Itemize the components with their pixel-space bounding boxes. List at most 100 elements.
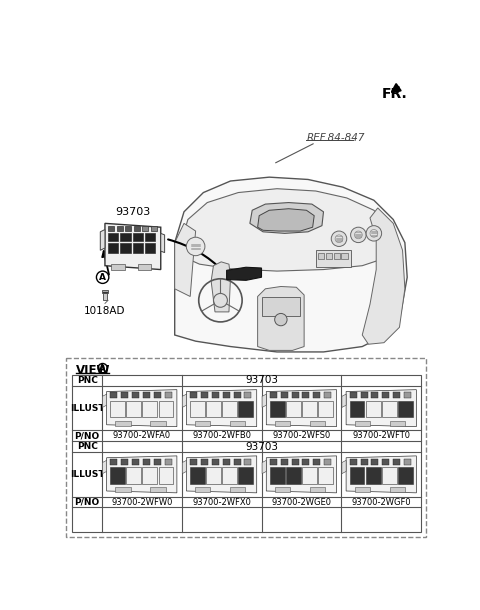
Bar bbox=[126, 467, 141, 484]
Bar bbox=[316, 250, 350, 267]
Polygon shape bbox=[250, 203, 324, 234]
Polygon shape bbox=[227, 267, 262, 281]
Bar bbox=[143, 401, 157, 417]
Bar bbox=[190, 459, 197, 465]
Text: 93700-2WGE0: 93700-2WGE0 bbox=[271, 498, 331, 506]
Circle shape bbox=[275, 314, 287, 326]
Bar bbox=[133, 243, 143, 253]
Polygon shape bbox=[180, 188, 393, 271]
Bar bbox=[133, 226, 140, 231]
Circle shape bbox=[366, 226, 382, 241]
Polygon shape bbox=[258, 287, 304, 350]
Bar bbox=[313, 459, 320, 465]
Text: 1018AD: 1018AD bbox=[84, 306, 126, 316]
Bar bbox=[372, 392, 378, 398]
Bar bbox=[230, 421, 245, 426]
Bar bbox=[102, 290, 108, 293]
Bar bbox=[154, 392, 161, 398]
Bar bbox=[324, 392, 331, 398]
Polygon shape bbox=[342, 394, 346, 407]
Bar bbox=[324, 459, 331, 465]
Text: 93703: 93703 bbox=[245, 442, 278, 451]
Bar bbox=[239, 401, 253, 417]
Bar bbox=[154, 459, 161, 465]
Text: PNC: PNC bbox=[77, 442, 97, 451]
Bar bbox=[145, 234, 156, 241]
Bar bbox=[341, 253, 348, 259]
Bar bbox=[390, 421, 405, 426]
Bar bbox=[143, 459, 150, 465]
Text: 93700-2WFA0: 93700-2WFA0 bbox=[113, 431, 171, 440]
Bar bbox=[230, 487, 245, 492]
Bar bbox=[372, 459, 378, 465]
Bar bbox=[103, 293, 107, 300]
Bar bbox=[398, 467, 413, 484]
Bar bbox=[165, 392, 172, 398]
Bar bbox=[195, 487, 210, 492]
Polygon shape bbox=[100, 229, 105, 250]
Bar bbox=[222, 401, 237, 417]
Bar bbox=[291, 392, 299, 398]
Bar bbox=[326, 253, 332, 259]
Bar bbox=[132, 392, 139, 398]
Bar bbox=[270, 459, 277, 465]
Bar bbox=[201, 392, 208, 398]
Bar bbox=[212, 459, 219, 465]
Polygon shape bbox=[262, 394, 266, 407]
Bar bbox=[390, 487, 405, 492]
Text: REF.84-847: REF.84-847 bbox=[306, 133, 365, 143]
Bar bbox=[366, 401, 381, 417]
Bar bbox=[393, 459, 400, 465]
Bar bbox=[244, 392, 252, 398]
Text: ILLUST: ILLUST bbox=[70, 404, 105, 412]
Bar bbox=[190, 401, 205, 417]
Text: ILLUST: ILLUST bbox=[70, 470, 105, 479]
Bar bbox=[206, 467, 221, 484]
Bar bbox=[302, 459, 310, 465]
Bar bbox=[349, 459, 357, 465]
Bar bbox=[72, 375, 421, 532]
Bar bbox=[110, 467, 125, 484]
Polygon shape bbox=[362, 208, 405, 344]
Polygon shape bbox=[102, 461, 107, 473]
Bar bbox=[318, 253, 324, 259]
Bar bbox=[108, 226, 114, 231]
Bar bbox=[108, 234, 118, 241]
Circle shape bbox=[350, 227, 366, 243]
Bar bbox=[142, 226, 148, 231]
Bar bbox=[281, 392, 288, 398]
Bar bbox=[355, 421, 370, 426]
Polygon shape bbox=[346, 456, 416, 493]
Bar bbox=[244, 459, 252, 465]
Polygon shape bbox=[107, 456, 177, 493]
Polygon shape bbox=[211, 262, 230, 312]
Bar bbox=[366, 467, 381, 484]
Bar bbox=[286, 401, 300, 417]
Bar bbox=[382, 401, 396, 417]
Text: P/NO: P/NO bbox=[74, 498, 100, 506]
Text: A: A bbox=[99, 364, 106, 373]
Bar bbox=[132, 459, 139, 465]
Bar bbox=[360, 459, 368, 465]
Bar bbox=[355, 487, 370, 492]
Bar bbox=[120, 234, 131, 241]
Bar bbox=[234, 392, 240, 398]
Text: 93700-2WFT0: 93700-2WFT0 bbox=[352, 431, 410, 440]
Bar bbox=[382, 392, 389, 398]
Bar bbox=[310, 487, 325, 492]
Bar bbox=[334, 253, 340, 259]
Polygon shape bbox=[258, 209, 314, 231]
Bar bbox=[150, 421, 166, 426]
Polygon shape bbox=[175, 177, 407, 352]
Bar bbox=[302, 467, 317, 484]
Polygon shape bbox=[175, 223, 196, 296]
Bar bbox=[302, 401, 317, 417]
Bar bbox=[398, 401, 413, 417]
Bar bbox=[318, 467, 333, 484]
Polygon shape bbox=[186, 456, 257, 493]
Polygon shape bbox=[342, 461, 346, 473]
Bar bbox=[137, 264, 152, 270]
Polygon shape bbox=[105, 223, 161, 270]
Bar bbox=[404, 459, 411, 465]
Text: FR.: FR. bbox=[382, 87, 407, 101]
